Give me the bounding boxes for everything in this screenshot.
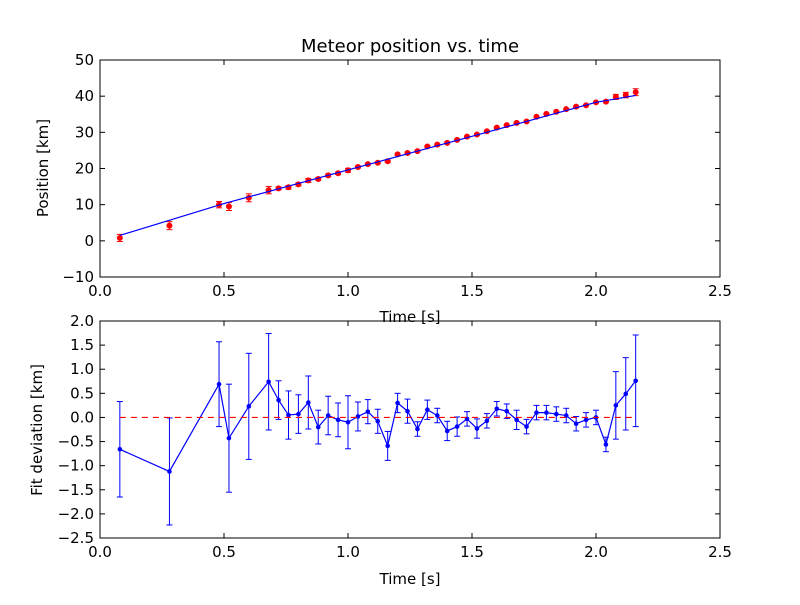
0-x-tick-label: 2.0 (584, 282, 608, 300)
1-data-point (335, 417, 341, 423)
0-y-tick-label: 0 (84, 232, 94, 250)
1-x-tick-label: 0.0 (88, 543, 112, 561)
1-data-point (315, 424, 321, 430)
0-data-point (225, 203, 232, 210)
1-data-point (484, 418, 490, 424)
1-x-tick-label: 1.0 (336, 543, 360, 561)
1-y-tick-label: −0.5 (58, 433, 94, 451)
1-axes-frame (99, 320, 721, 539)
1-x-tick-label: 2.0 (584, 543, 608, 561)
0-x-tick-label: 1.0 (336, 282, 360, 300)
1-data-point (266, 379, 271, 385)
1-data-point (583, 417, 589, 423)
1-data-point (276, 397, 281, 403)
1-data-point (167, 469, 172, 474)
1-data-point (325, 413, 331, 418)
1-y-tick-label: 0.5 (70, 384, 94, 402)
0-y-tick-label: 30 (75, 123, 94, 141)
1-data-point (216, 381, 222, 387)
1-data-point (603, 442, 609, 447)
0-fit-line (119, 94, 636, 236)
0-data-point (166, 222, 173, 229)
1-data-point (355, 414, 361, 419)
1-data-point (395, 400, 400, 406)
0-x-tick-label: 1.5 (460, 282, 484, 300)
1-data-point (524, 424, 529, 429)
1-data-point (494, 406, 500, 412)
position-title: Meteor position vs. time (301, 36, 519, 57)
1-data-point (633, 378, 638, 384)
1-data-point (246, 404, 252, 409)
1-data-point (345, 419, 351, 425)
1-data-point (504, 408, 510, 414)
0-y-tick-label: 10 (75, 196, 94, 214)
1-data-point (514, 417, 519, 423)
1-data-point (296, 411, 301, 417)
1-data-point (434, 413, 440, 418)
0-y-tick-label: 20 (75, 160, 94, 178)
position-y-axis-label: Position [km] (34, 119, 52, 217)
1-data-point (226, 435, 232, 441)
0-data-point (632, 89, 639, 96)
deviation-panel: Time [s] Fit deviation [km] 0.0 0.5 1.0 1.5… (28, 312, 732, 588)
0-x-tick-label: 2.5 (708, 282, 732, 300)
1-data-point (534, 410, 539, 415)
1-data-point (623, 391, 629, 397)
1-data-point (117, 446, 123, 452)
1-y-tick-label: 2.0 (70, 312, 94, 330)
1-data-point (405, 408, 410, 414)
1-data-point (375, 419, 381, 424)
deviation-y-axis-label: Fit deviation [km] (28, 364, 46, 496)
0-x-tick-label: 0.0 (88, 282, 112, 300)
0-y-tick-label: −10 (62, 268, 94, 286)
1-y-tick-label: 0.0 (70, 408, 94, 426)
1-x-tick-label: 1.5 (460, 543, 484, 561)
1-data-point (286, 412, 291, 418)
1-y-tick-label: −1.0 (58, 457, 94, 475)
1-data-point (385, 443, 390, 449)
1-y-tick-label: −2.0 (58, 505, 94, 523)
1-data-point (365, 409, 371, 414)
0-y-tick-label: 40 (75, 87, 94, 105)
1-data-point (444, 428, 450, 434)
1-y-tick-label: 1.5 (70, 336, 94, 354)
1-data-point (544, 410, 549, 415)
1-data-point (474, 426, 480, 431)
position-plot-area: 0.0 0.5 1.0 1.5 2.0 2.5 −10 0 10 20 30 40 50 (62, 51, 732, 300)
1-x-tick-label: 0.5 (212, 543, 236, 561)
0-data-point (116, 234, 123, 241)
1-y-tick-label: −1.5 (58, 481, 94, 499)
deviation-x-axis-label: Time [s] (379, 570, 441, 588)
1-x-tick-label: 2.5 (708, 543, 732, 561)
deviation-plot-area: 0.0 0.5 1.0 1.5 2.0 2.5 −2.5 −2.0 −1.5 −1.0 −0.5 0.… (58, 312, 732, 561)
1-data-point (563, 413, 569, 418)
1-data-point (573, 421, 579, 427)
1-y-tick-label: −2.5 (58, 529, 94, 547)
1-y-tick-label: 1.0 (70, 360, 94, 378)
position-panel: Meteor position vs. time Time [s] Positi… (34, 36, 732, 326)
position-x-axis-label: Time [s] (379, 308, 441, 326)
1-data-point (554, 411, 559, 417)
1-data-point (425, 407, 430, 413)
1-data-point (613, 403, 619, 408)
0-y-tick-label: 50 (75, 51, 94, 69)
1-data-point (415, 426, 420, 432)
1-data-point (454, 424, 460, 429)
0-x-tick-label: 0.5 (212, 282, 236, 300)
1-data-point (306, 400, 311, 405)
